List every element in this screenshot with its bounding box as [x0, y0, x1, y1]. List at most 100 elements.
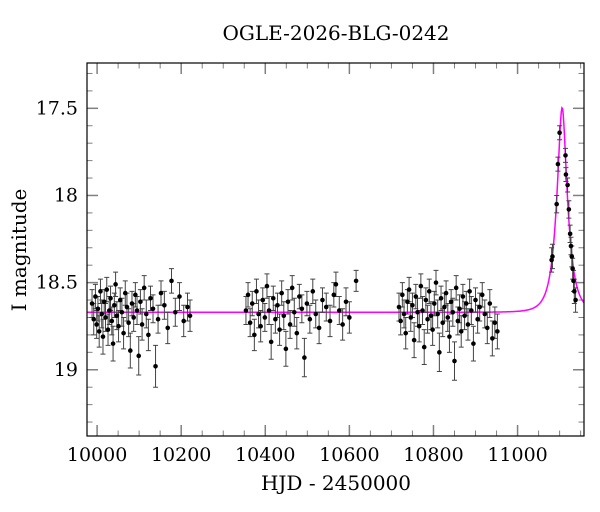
data-point	[415, 309, 420, 315]
data-point	[138, 299, 143, 305]
data-point	[285, 299, 291, 305]
data-point	[487, 301, 493, 306]
data-point	[549, 257, 554, 263]
y-axis-label: I magnitude	[7, 189, 31, 312]
data-point	[126, 320, 131, 326]
data-point	[266, 308, 272, 313]
y-tick-label: 18.5	[36, 272, 78, 294]
x-tick-label: 11000	[487, 444, 547, 466]
data-point	[563, 153, 568, 158]
data-point	[336, 308, 342, 313]
data-point	[347, 315, 352, 320]
data-point	[445, 315, 451, 320]
data-point	[129, 301, 135, 306]
data-point	[403, 330, 409, 336]
data-point	[484, 325, 490, 331]
chart-title: OGLE-2026-BLG-0242	[222, 21, 449, 45]
data-point	[405, 299, 410, 305]
data-point	[110, 341, 116, 346]
data-point	[416, 323, 422, 329]
data-point	[121, 330, 126, 336]
data-point	[490, 336, 495, 341]
data-point	[243, 308, 249, 313]
x-tick-label: 10400	[235, 444, 295, 466]
data-point	[108, 296, 113, 301]
data-point	[304, 301, 310, 306]
data-point	[566, 207, 572, 212]
data-point	[423, 297, 429, 303]
data-point	[146, 332, 151, 338]
data-point	[557, 130, 562, 136]
x-tick-label: 10200	[151, 444, 211, 466]
data-point	[327, 318, 333, 324]
data-point	[447, 334, 452, 339]
data-point	[249, 301, 255, 306]
data-point	[428, 313, 434, 319]
data-point	[425, 316, 430, 322]
data-point	[571, 278, 576, 284]
data-point	[565, 182, 570, 188]
data-point	[281, 313, 287, 319]
data-point	[406, 287, 412, 292]
data-point	[131, 315, 136, 320]
data-point	[105, 327, 111, 332]
data-point	[477, 304, 483, 310]
data-point	[563, 172, 569, 177]
data-point	[448, 299, 454, 305]
data-point	[247, 320, 253, 326]
data-point	[172, 309, 178, 315]
data-point	[283, 346, 289, 352]
data-point	[294, 330, 300, 336]
error-bars-group	[89, 125, 579, 388]
data-point	[450, 309, 456, 315]
data-point	[128, 348, 133, 353]
data-point	[185, 304, 190, 310]
data-point	[323, 304, 329, 310]
data-point	[114, 313, 120, 319]
data-point	[139, 322, 145, 327]
data-point	[277, 327, 282, 332]
data-point	[482, 311, 488, 317]
data-point	[555, 161, 561, 167]
data-point	[94, 322, 99, 327]
data-point	[252, 332, 257, 338]
data-point	[316, 325, 322, 331]
data-point	[98, 289, 103, 294]
data-point	[570, 266, 575, 271]
data-point	[458, 329, 464, 334]
data-point	[313, 311, 319, 317]
data-point	[479, 292, 485, 298]
data-point	[442, 304, 447, 310]
data-point	[299, 306, 305, 312]
data-point	[430, 327, 435, 332]
data-point	[426, 289, 432, 294]
data-point	[567, 231, 573, 237]
data-point	[136, 353, 142, 359]
data-point	[112, 302, 117, 308]
data-points-group	[89, 130, 578, 369]
y-tick-label: 17.5	[36, 97, 78, 119]
data-point	[95, 306, 101, 312]
data-point	[463, 301, 469, 306]
data-point	[465, 322, 471, 327]
plot-border	[86, 62, 585, 437]
data-point	[155, 316, 161, 322]
data-point	[289, 285, 295, 291]
data-point	[117, 297, 123, 303]
data-point	[109, 318, 115, 324]
data-point	[471, 341, 476, 346]
data-point	[492, 320, 498, 326]
data-point	[122, 290, 128, 296]
data-point	[150, 306, 156, 312]
data-point	[291, 309, 297, 315]
data-point	[438, 296, 444, 301]
data-point	[133, 292, 138, 298]
data-point	[410, 302, 415, 308]
tick-labels-group: 10000 10200 10400 10600 10800 11000 17.5 18 18.5…	[36, 97, 548, 466]
data-point	[89, 301, 95, 306]
data-point	[569, 254, 575, 259]
data-point	[273, 316, 278, 322]
y-tick-label: 18	[54, 184, 78, 206]
data-point	[413, 294, 419, 299]
